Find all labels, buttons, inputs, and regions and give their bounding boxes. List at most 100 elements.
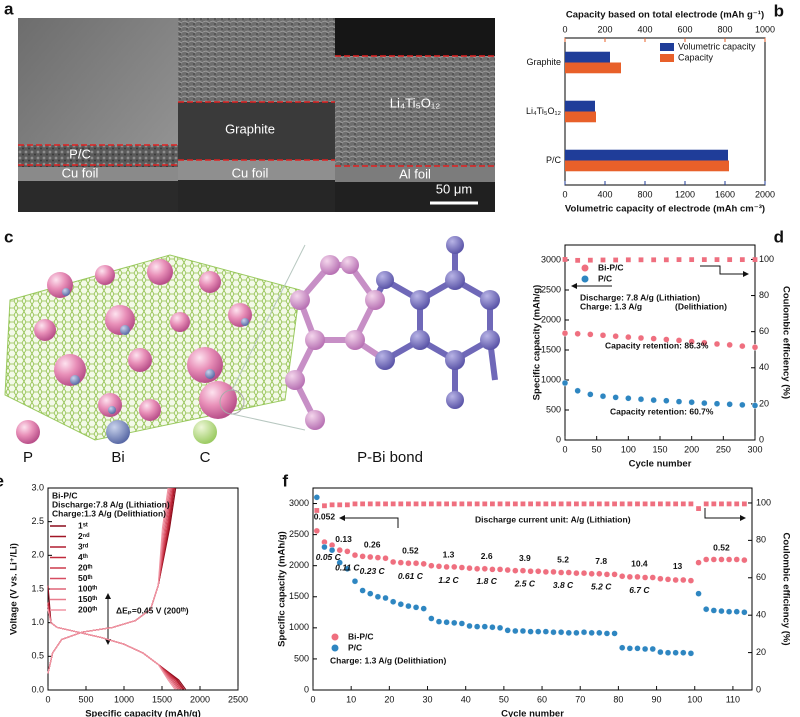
- point: [359, 553, 366, 560]
- point: [751, 344, 759, 351]
- annotation: Capacity retention: 60.7%: [610, 406, 714, 416]
- point: [535, 568, 542, 575]
- point: [701, 257, 707, 263]
- y-axis-label: Specific capacity (mAh/g): [277, 531, 288, 647]
- point: [481, 623, 488, 630]
- point: [604, 501, 610, 507]
- annotation: Charge: 1.3 A/g: [580, 301, 642, 311]
- panel-label: c: [4, 227, 13, 246]
- x-tick-label: 400: [597, 189, 612, 199]
- point: [458, 564, 466, 571]
- rate-label: 13: [673, 561, 683, 571]
- point: [405, 560, 412, 567]
- point: [535, 501, 541, 507]
- point: [382, 555, 389, 562]
- point: [573, 629, 580, 637]
- y2-tick-label: 80: [756, 535, 766, 545]
- y-axis-label: Specific capacity (mAh/g): [532, 285, 543, 401]
- point: [382, 594, 389, 602]
- y-tick-label: 2.0: [31, 550, 44, 560]
- scale-bar-label: 50 μm: [436, 181, 472, 196]
- y-tick-label: 1.5: [31, 583, 44, 593]
- y2-axis-label: Coulombic efficiency (%): [780, 286, 791, 399]
- rate-label: 1.3: [443, 549, 455, 559]
- point: [713, 400, 721, 407]
- point: [496, 566, 504, 573]
- point: [451, 619, 458, 627]
- point: [657, 501, 663, 507]
- point: [650, 501, 656, 507]
- x-axis-label: Volumetric capacity of electrode (mAh cm…: [565, 204, 765, 215]
- x-tick-label: 150: [652, 444, 667, 454]
- point: [398, 501, 404, 507]
- rate-label: 3.9: [519, 553, 531, 563]
- point: [519, 627, 527, 635]
- point: [689, 257, 695, 263]
- c-rate-label: 6.7 C: [629, 585, 650, 595]
- legend-swatch: [660, 43, 674, 51]
- point: [703, 501, 709, 507]
- point: [344, 502, 350, 508]
- y-tick-label: 1500: [289, 591, 309, 601]
- x-tick-label: 1200: [675, 189, 695, 199]
- point: [383, 501, 388, 507]
- point: [344, 565, 351, 572]
- y-tick-label: 500: [546, 404, 561, 414]
- point: [367, 553, 374, 561]
- x-tick-label: 250: [716, 444, 731, 454]
- x-tick-label: 50: [592, 444, 602, 454]
- point: [726, 501, 732, 507]
- annotation: Discharge current unit: A/g (Lithiation): [475, 514, 631, 524]
- legend-label: Bi: [111, 449, 124, 466]
- schematic: [4, 236, 500, 444]
- point: [550, 568, 557, 576]
- point: [467, 501, 472, 507]
- legend-label: 3ʳᵈ: [78, 541, 89, 551]
- y-tick-label: 2500: [541, 284, 561, 294]
- panel-label: a: [4, 0, 14, 18]
- sem-panel: [18, 18, 495, 212]
- x-tick-label: 1000: [114, 694, 134, 704]
- x2-tick-label: 400: [637, 24, 652, 34]
- point: [619, 501, 625, 507]
- rate-label: 10.4: [631, 559, 648, 569]
- point: [352, 501, 358, 507]
- point: [727, 257, 733, 263]
- point: [688, 501, 694, 507]
- point: [543, 501, 549, 507]
- y2-tick-label: 40: [756, 610, 766, 620]
- bar: [565, 62, 621, 74]
- legend-swatch: [581, 275, 589, 283]
- point: [351, 551, 359, 559]
- c-rate-label: 2.5 C: [514, 579, 536, 589]
- point: [329, 502, 335, 508]
- point: [561, 379, 569, 387]
- point: [558, 501, 564, 507]
- legend-label: 50ᵗʰ: [78, 573, 92, 583]
- layer-label: Cu foil: [232, 165, 269, 180]
- y-tick-label: 0: [556, 434, 561, 444]
- point: [328, 546, 336, 554]
- point: [466, 564, 473, 572]
- point: [580, 569, 588, 577]
- point: [435, 618, 443, 625]
- point: [573, 569, 580, 577]
- c-rate-label: 3.8 C: [553, 580, 574, 590]
- point: [542, 628, 550, 635]
- point: [663, 336, 670, 343]
- y2-tick-label: 40: [759, 362, 769, 372]
- annotation: Capacity retention: 86.3%: [605, 340, 709, 350]
- point: [336, 546, 343, 554]
- point: [688, 399, 695, 406]
- point: [374, 593, 382, 600]
- point: [574, 330, 581, 337]
- point: [504, 627, 511, 634]
- annotation: Charge: 1.3 A/g (Delithiation): [330, 655, 447, 665]
- point: [641, 645, 649, 653]
- point: [672, 649, 679, 656]
- point: [665, 501, 671, 507]
- point: [627, 501, 633, 507]
- point: [360, 501, 366, 507]
- point: [751, 402, 759, 409]
- point: [565, 569, 572, 576]
